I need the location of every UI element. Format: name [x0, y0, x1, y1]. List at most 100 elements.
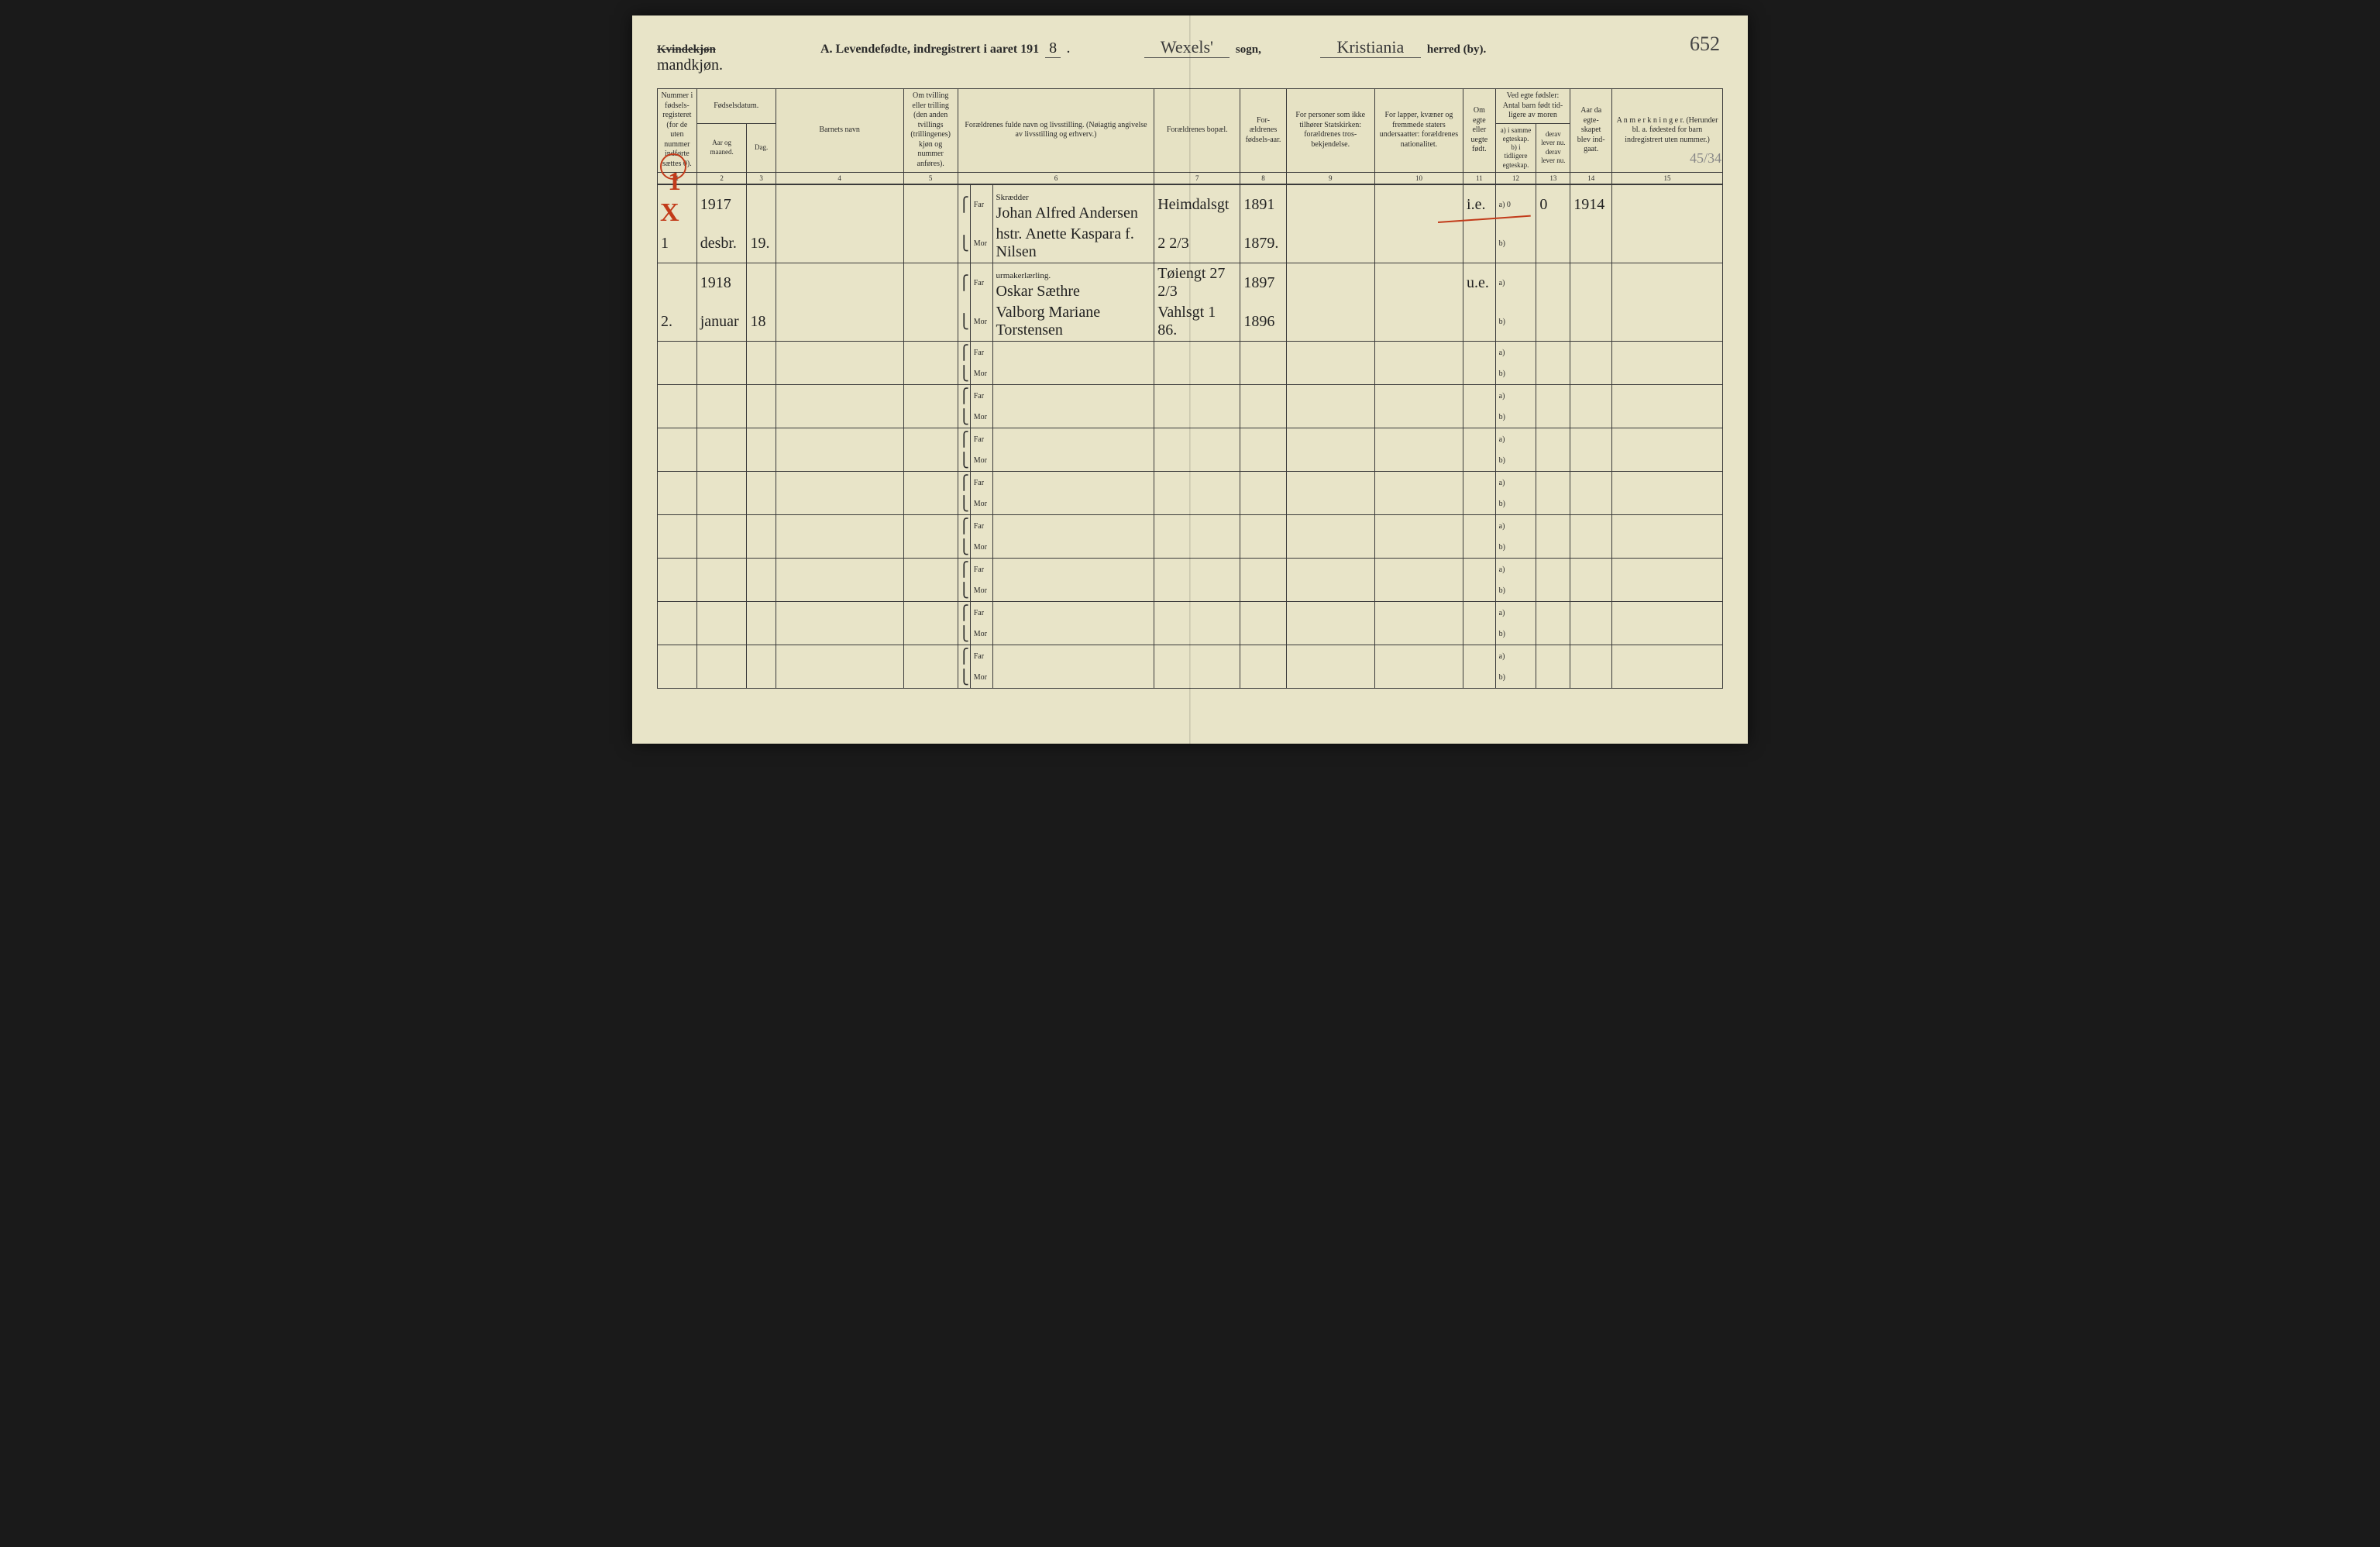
- cell-tros: [1286, 263, 1374, 303]
- cell-bopael-far: [1154, 645, 1240, 667]
- cell-tros: [1286, 602, 1374, 624]
- cell-aar-egte: [1570, 428, 1612, 450]
- cell-anm: [1612, 263, 1723, 303]
- cell-aar-egte: [1570, 624, 1612, 645]
- cell-anm: [1612, 515, 1723, 537]
- cell-anm: [1612, 224, 1723, 263]
- cell-aar-egte: [1570, 472, 1612, 493]
- cell-egte: [1463, 602, 1496, 624]
- label-mor: Mor: [970, 580, 992, 602]
- cell-mor-name: [992, 580, 1154, 602]
- label-far: Far: [970, 472, 992, 493]
- cell-month: [696, 624, 747, 645]
- cell-bopael-mor: [1154, 667, 1240, 689]
- cell-bopael-far: [1154, 515, 1240, 537]
- cell-b: b): [1495, 224, 1536, 263]
- cell-name: [776, 385, 903, 407]
- cell-name: [776, 667, 903, 689]
- cell-twin: [903, 363, 958, 385]
- label-mor: Mor: [970, 537, 992, 559]
- cell-far-aar: [1240, 428, 1286, 450]
- cell-far-aar: 1897: [1240, 263, 1286, 303]
- cell-a: a): [1495, 263, 1536, 303]
- cell-bopael-mor: 2 2/3: [1154, 224, 1240, 263]
- label-far: Far: [970, 559, 992, 580]
- cell-nat: [1374, 363, 1463, 385]
- brace-close: ⎩: [958, 363, 970, 385]
- label-far: Far: [970, 515, 992, 537]
- cell-day: 18: [747, 302, 776, 342]
- cell-a: a): [1495, 645, 1536, 667]
- cell-num: [658, 624, 697, 645]
- cell-far-name: [992, 385, 1154, 407]
- cell-num: [658, 428, 697, 450]
- cell-nat: [1374, 645, 1463, 667]
- cell-egte: [1463, 645, 1496, 667]
- cell-twin: [903, 667, 958, 689]
- cell-num: [658, 472, 697, 493]
- cell-egte: [1463, 450, 1496, 472]
- cell-bopael-mor: [1154, 363, 1240, 385]
- cell-far-name: [992, 428, 1154, 450]
- cell-far-name: [992, 602, 1154, 624]
- cell-name: [776, 363, 903, 385]
- cell-num: [658, 559, 697, 580]
- cell-bopael-far: [1154, 428, 1240, 450]
- cell-bopael-mor: [1154, 450, 1240, 472]
- cell-derav-b: [1536, 493, 1570, 515]
- brace-open: ⎧: [958, 515, 970, 537]
- cell-derav-a: [1536, 559, 1570, 580]
- cell-a: a): [1495, 385, 1536, 407]
- herred-label: herred (by).: [1427, 43, 1486, 57]
- cell-anm: [1612, 580, 1723, 602]
- cell-mor-name: hstr. Anette Kaspara f. Nilsen: [992, 224, 1154, 263]
- cell-day: [747, 342, 776, 363]
- cell-bopael-far: [1154, 559, 1240, 580]
- cell-day: 19.: [747, 224, 776, 263]
- cell-derav-b: [1536, 580, 1570, 602]
- cell-far-name: [992, 645, 1154, 667]
- cell-anm: [1612, 472, 1723, 493]
- cell-twin: [903, 472, 958, 493]
- register-page: 1 X 45/34 Kvindekjøn mandkjøn. A. Levend…: [632, 15, 1748, 744]
- cell-twin: [903, 428, 958, 450]
- cell-mor-aar: [1240, 537, 1286, 559]
- cell-aar-egte: [1570, 385, 1612, 407]
- cell-year: [696, 342, 747, 363]
- cell-a: a): [1495, 602, 1536, 624]
- cell-egte: [1463, 493, 1496, 515]
- cell-bopael-mor: [1154, 624, 1240, 645]
- cell-nat: [1374, 493, 1463, 515]
- cell-far-name: [992, 515, 1154, 537]
- cell-far-aar: [1240, 342, 1286, 363]
- cell-far-name: [992, 342, 1154, 363]
- cell-anm: [1612, 385, 1723, 407]
- cell-egte: [1463, 342, 1496, 363]
- cell-twin: [903, 450, 958, 472]
- cell-mor-name: [992, 667, 1154, 689]
- col-header-12-top: Ved egte fødsler: Antal barn født tid-li…: [1495, 89, 1570, 124]
- cell-twin: [903, 385, 958, 407]
- cell-month: [696, 537, 747, 559]
- cell-day: [747, 624, 776, 645]
- cell-twin: [903, 263, 958, 303]
- cell-aar-egte: [1570, 407, 1612, 428]
- cell-anm: [1612, 342, 1723, 363]
- cell-derav-a: [1536, 385, 1570, 407]
- brace-open: ⎧: [958, 385, 970, 407]
- cell-twin: [903, 184, 958, 224]
- label-far: Far: [970, 428, 992, 450]
- cell-mor-name: [992, 450, 1154, 472]
- col-header-12a: a) i samme egteskap. b) i tidligere egte…: [1495, 123, 1536, 172]
- cell-bopael-far: [1154, 472, 1240, 493]
- cell-twin: [903, 645, 958, 667]
- cell-twin: [903, 515, 958, 537]
- cell-num: [658, 407, 697, 428]
- cell-num: [658, 342, 697, 363]
- cell-mor-name: [992, 407, 1154, 428]
- label-far: Far: [970, 645, 992, 667]
- label-mor: Mor: [970, 407, 992, 428]
- brace-open: ⎧: [958, 645, 970, 667]
- cell-name: [776, 537, 903, 559]
- cell-tros: [1286, 515, 1374, 537]
